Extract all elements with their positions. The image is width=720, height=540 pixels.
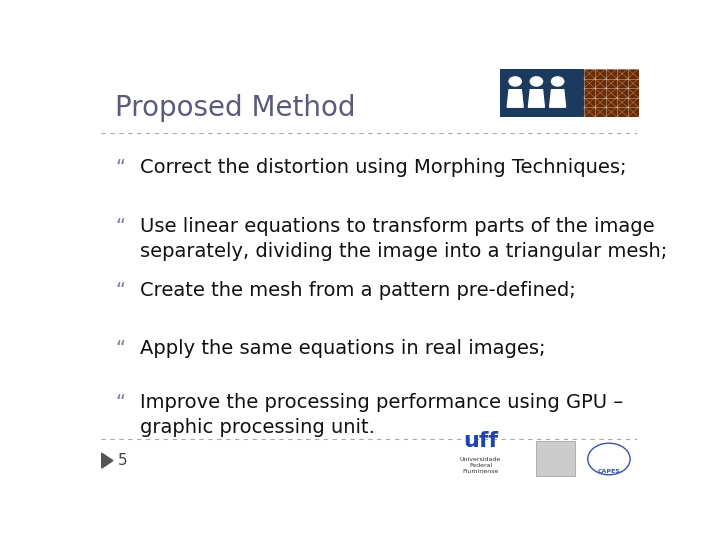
Bar [584, 69, 639, 117]
Text: Universidade
Federal
Fluminense: Universidade Federal Fluminense [460, 457, 501, 474]
Polygon shape [507, 90, 523, 107]
Bar [500, 69, 584, 117]
Polygon shape [102, 453, 113, 468]
Text: Create the mesh from a pattern pre-defined;: Create the mesh from a pattern pre-defin… [140, 281, 576, 300]
Polygon shape [549, 90, 566, 107]
Text: “: “ [115, 339, 125, 358]
Text: Apply the same equations in real images;: Apply the same equations in real images; [140, 339, 546, 358]
Circle shape [509, 77, 521, 86]
Text: separately, dividing the image into a triangular mesh;: separately, dividing the image into a tr… [140, 241, 667, 260]
Circle shape [530, 77, 543, 86]
Text: Improve the processing performance using GPU –: Improve the processing performance using… [140, 393, 624, 412]
Bar [536, 441, 575, 476]
Text: “: “ [115, 393, 125, 412]
Text: Proposed Method: Proposed Method [115, 94, 356, 123]
Text: Use linear equations to transform parts of the image: Use linear equations to transform parts … [140, 217, 655, 235]
Text: 5: 5 [118, 453, 127, 468]
Text: CAPES: CAPES [598, 469, 621, 474]
Text: uff: uff [463, 431, 498, 451]
Circle shape [588, 443, 630, 475]
Text: “: “ [115, 217, 125, 235]
Text: “: “ [115, 281, 125, 300]
Polygon shape [528, 90, 544, 107]
Text: graphic processing unit.: graphic processing unit. [140, 418, 375, 437]
Text: Correct the distortion using Morphing Techniques;: Correct the distortion using Morphing Te… [140, 158, 626, 177]
Text: “: “ [115, 158, 125, 177]
Circle shape [552, 77, 564, 86]
